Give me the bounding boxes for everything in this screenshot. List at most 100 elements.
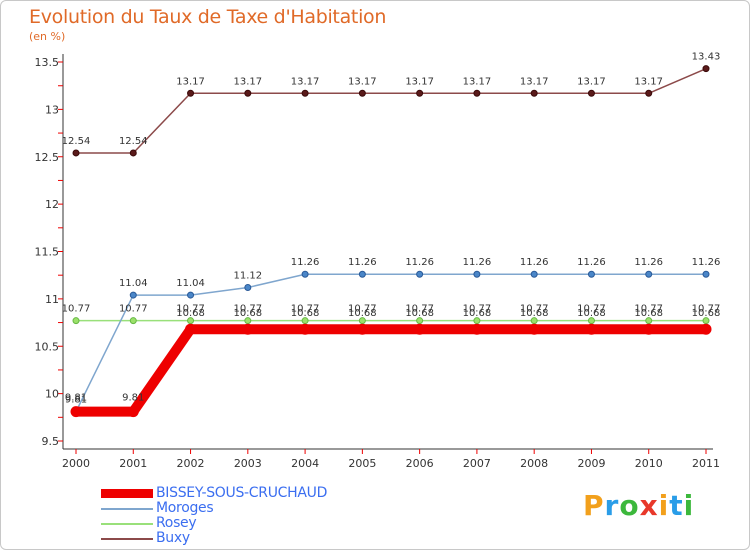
data-label-Buxy: 13.17 [233,76,262,87]
data-point-Buxy [530,89,538,97]
data-point-BISSEY-SOUS-CRUCHAUD [528,323,540,335]
data-label-Rosey: 10.77 [463,304,492,315]
x-tick-label: 2002 [177,457,205,470]
data-label-Buxy: 13.17 [176,76,205,87]
data-point-Buxy [129,149,137,157]
data-point-Moroges [416,270,424,278]
data-label-BISSEY-SOUS-CRUCHAUD: 10.68 [692,308,721,319]
data-points [70,65,712,418]
data-point-BISSEY-SOUS-CRUCHAUD [127,406,139,418]
legend-swatch [101,538,153,540]
logo-letter: P [583,489,605,522]
data-label-BISSEY-SOUS-CRUCHAUD: 10.68 [348,308,377,319]
data-label-BISSEY-SOUS-CRUCHAUD: 10.68 [463,308,492,319]
data-point-BISSEY-SOUS-CRUCHAUD [299,323,311,335]
data-point-Rosey [473,317,481,325]
data-point-Moroges [587,270,595,278]
data-label-BISSEY-SOUS-CRUCHAUD: 10.68 [291,308,320,319]
data-point-Buxy [416,89,424,97]
legend-swatch [101,489,153,498]
data-label-Moroges: 11.26 [634,257,663,268]
data-point-Moroges [702,270,710,278]
data-point-Rosey [530,317,538,325]
data-label-Rosey: 10.77 [233,304,262,315]
data-point-Buxy [702,65,710,73]
data-point-Buxy [587,89,595,97]
data-label-Moroges: 11.04 [176,278,205,289]
data-point-Buxy [358,89,366,97]
data-label-Rosey: 10.77 [176,304,205,315]
data-point-Rosey [645,317,653,325]
x-tick-label: 2011 [692,457,720,470]
data-label-Buxy: 13.43 [692,52,721,63]
axes: 9.5 10 10.5 11 11.5 12 12.5 13 13.5 2000 2001 2002 2… [35,54,720,470]
data-label-Moroges: 11.26 [520,257,549,268]
data-point-Buxy [187,89,195,97]
data-point-Rosey [301,317,309,325]
data-point-Moroges [358,270,366,278]
data-point-Rosey [358,317,366,325]
data-label-Rosey: 10.77 [291,304,320,315]
data-label-Moroges: 11.26 [577,257,606,268]
x-tick-label: 2006 [406,457,434,470]
data-point-Moroges [530,270,538,278]
data-point-BISSEY-SOUS-CRUCHAUD [185,323,197,335]
y-tick-label: 13 [45,103,59,116]
data-label-Rosey: 10.77 [577,304,606,315]
y-tick-label: 9.5 [42,435,60,448]
series-line-BISSEY-SOUS-CRUCHAUD [71,324,711,417]
legend-label: Rosey [156,515,197,531]
logo-letter: t [669,489,684,522]
data-label-Buxy: 13.17 [577,76,606,87]
data-label-Moroges: 11.26 [291,257,320,268]
chart-unit: (en %) [29,30,66,43]
series-lines [71,67,711,417]
x-tick-label: 2007 [463,457,491,470]
x-tick-label: 2009 [577,457,605,470]
x-tick-label: 2001 [119,457,147,470]
data-label-BISSEY-SOUS-CRUCHAUD: 9.81 [65,393,87,404]
data-label-BISSEY-SOUS-CRUCHAUD: 9.81 [122,393,144,404]
x-tick-label: 2000 [62,457,90,470]
x-tick-label: 2004 [291,457,319,470]
data-point-BISSEY-SOUS-CRUCHAUD [643,323,655,335]
data-point-Rosey [72,317,80,325]
data-label-Rosey: 10.77 [634,304,663,315]
data-label-Rosey: 10.77 [692,304,721,315]
data-label-Buxy: 12.54 [119,136,148,147]
data-label-Rosey: 10.77 [348,304,377,315]
data-point-Rosey [129,317,137,325]
series-line-Moroges [75,273,707,413]
data-label-Buxy: 13.17 [634,76,663,87]
data-label-BISSEY-SOUS-CRUCHAUD: 10.68 [405,308,434,319]
data-label-Buxy: 12.54 [62,136,91,147]
data-point-BISSEY-SOUS-CRUCHAUD [70,406,82,418]
data-point-Moroges [301,270,309,278]
x-tick-label: 2005 [348,457,376,470]
data-label-Buxy: 13.17 [291,76,320,87]
data-label-Moroges: 11.12 [233,271,262,282]
data-point-Moroges [473,270,481,278]
series-line-Buxy [75,67,707,154]
legend-label: Buxy [156,530,190,546]
data-point-BISSEY-SOUS-CRUCHAUD [356,323,368,335]
logo-letter: i [658,489,670,522]
data-label-Rosey: 10.77 [62,304,91,315]
legend-label: Moroges [156,500,214,516]
data-label-Moroges: 11.26 [463,257,492,268]
data-point-Buxy [645,89,653,97]
data-point-BISSEY-SOUS-CRUCHAUD [585,323,597,335]
data-point-Buxy [72,149,80,157]
data-label-BISSEY-SOUS-CRUCHAUD: 10.68 [176,308,205,319]
data-point-BISSEY-SOUS-CRUCHAUD [471,323,483,335]
data-point-Buxy [473,89,481,97]
data-label-Moroges: 11.26 [692,257,721,268]
data-point-Buxy [244,89,252,97]
x-tick-label: 2010 [635,457,663,470]
data-label-BISSEY-SOUS-CRUCHAUD: 10.68 [577,308,606,319]
x-tick-label: 2008 [520,457,548,470]
legend-swatch [101,508,153,510]
